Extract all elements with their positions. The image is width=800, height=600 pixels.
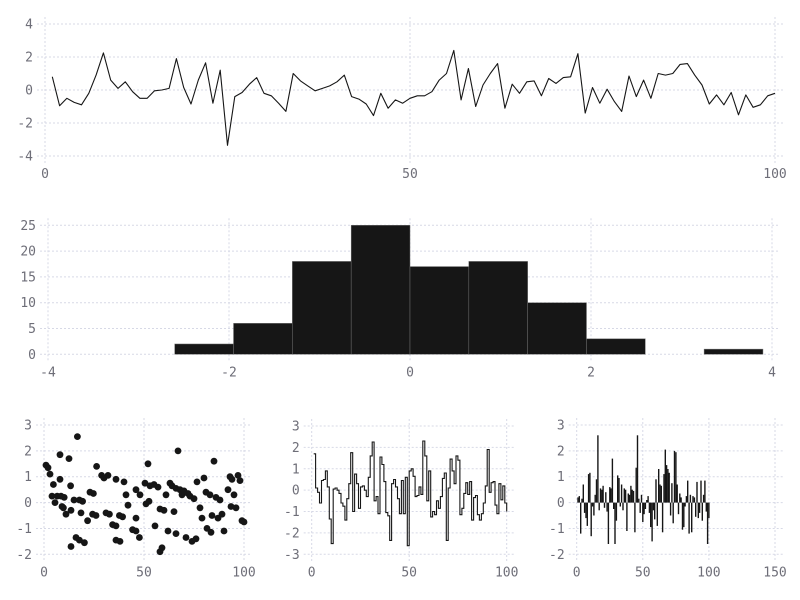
y-tick-label: 3 [292, 420, 300, 435]
scatter-chart: 0 50 100 -2 -1 0 1 2 3 [0, 398, 270, 600]
y-tick-label: -4 [17, 150, 33, 165]
y-tick-label: -1 [16, 522, 32, 537]
y-tick-label: 1 [292, 462, 300, 477]
x-tick-label: 50 [635, 565, 651, 580]
line-chart-canvas: 0 50 100 -4 -2 0 2 4 [17, 17, 787, 183]
scatter-chart-canvas: 0 50 100 -2 -1 0 1 2 3 [16, 418, 256, 581]
tick-labels: 0 50 100 -2 -1 0 1 2 3 [16, 419, 255, 581]
grid-layer [37, 17, 783, 163]
tick-labels: -4 -2 0 2 4 0 5 10 15 20 25 [20, 219, 776, 380]
y-tick-label: 15 [20, 270, 36, 285]
histogram-chart-canvas: -4 -2 0 2 4 0 5 10 15 20 25 [20, 218, 780, 380]
line-chart: 0 50 100 -4 -2 0 2 4 [0, 0, 800, 196]
step-chart-canvas: 0 50 100 -3 -2 -1 0 1 2 3 [284, 419, 518, 581]
y-tick-label: -2 [284, 526, 300, 541]
x-tick-label: 2 [587, 365, 595, 380]
y-tick-label: 3 [557, 419, 565, 434]
y-tick-label: 2 [24, 444, 32, 459]
x-tick-label: 4 [768, 365, 776, 380]
x-tick-label: -4 [40, 365, 56, 380]
step-plot-series [313, 440, 508, 547]
y-tick-label: -3 [284, 548, 300, 563]
y-tick-label: -1 [284, 505, 300, 520]
x-tick-label: 100 [232, 565, 255, 580]
y-tick-label: 0 [25, 84, 33, 99]
x-tick-label: 0 [41, 167, 49, 182]
x-tick-label: 100 [495, 565, 518, 580]
scatter-plot-series [42, 433, 248, 556]
x-tick-label: 150 [763, 565, 786, 580]
x-tick-label: 50 [136, 565, 152, 580]
x-tick-label: 0 [573, 565, 581, 580]
x-tick-label: -2 [221, 365, 237, 380]
stem-chart-canvas: 0 50 100 150 -2 -1 0 1 2 3 [549, 418, 787, 581]
y-tick-label: 20 [20, 245, 36, 260]
y-tick-label: -2 [17, 117, 33, 132]
histogram-chart: -4 -2 0 2 4 0 5 10 15 20 25 [0, 196, 800, 392]
y-tick-label: 10 [20, 296, 36, 311]
y-tick-label: 0 [557, 496, 565, 511]
grid-layer [36, 418, 252, 562]
x-tick-label: 50 [401, 565, 417, 580]
tick-labels: 0 50 100 150 -2 -1 0 1 2 3 [549, 419, 787, 581]
y-tick-label: 4 [25, 18, 33, 33]
y-tick-label: 1 [24, 470, 32, 485]
y-tick-label: 25 [20, 219, 36, 234]
y-tick-label: 0 [28, 348, 36, 363]
histogram-series [174, 225, 764, 355]
y-tick-label: 5 [28, 322, 36, 337]
y-tick-label: 3 [24, 419, 32, 434]
noise-line-plot-series [51, 49, 776, 146]
x-tick-label: 50 [402, 167, 418, 182]
y-tick-label: 0 [292, 484, 300, 499]
y-tick-label: 0 [24, 496, 32, 511]
x-tick-label: 0 [406, 365, 414, 380]
x-tick-label: 100 [763, 167, 786, 182]
y-tick-label: -2 [16, 548, 32, 563]
x-tick-label: 0 [40, 565, 48, 580]
y-tick-label: -2 [549, 548, 565, 563]
y-tick-label: 2 [292, 441, 300, 456]
x-tick-label: 0 [308, 565, 316, 580]
stem-chart: 0 50 100 150 -2 -1 0 1 2 3 [530, 398, 800, 600]
tick-labels: 0 50 100 -3 -2 -1 0 1 2 3 [284, 420, 518, 581]
step-chart: 0 50 100 -3 -2 -1 0 1 2 3 [270, 398, 530, 600]
tick-labels: 0 50 100 -4 -2 0 2 4 [17, 18, 786, 183]
y-tick-label: 2 [25, 51, 33, 66]
y-tick-label: 1 [557, 470, 565, 485]
y-tick-label: 2 [557, 444, 565, 459]
x-tick-label: 100 [697, 565, 720, 580]
stem-bar-plot-series [577, 435, 710, 544]
y-tick-label: -1 [549, 522, 565, 537]
